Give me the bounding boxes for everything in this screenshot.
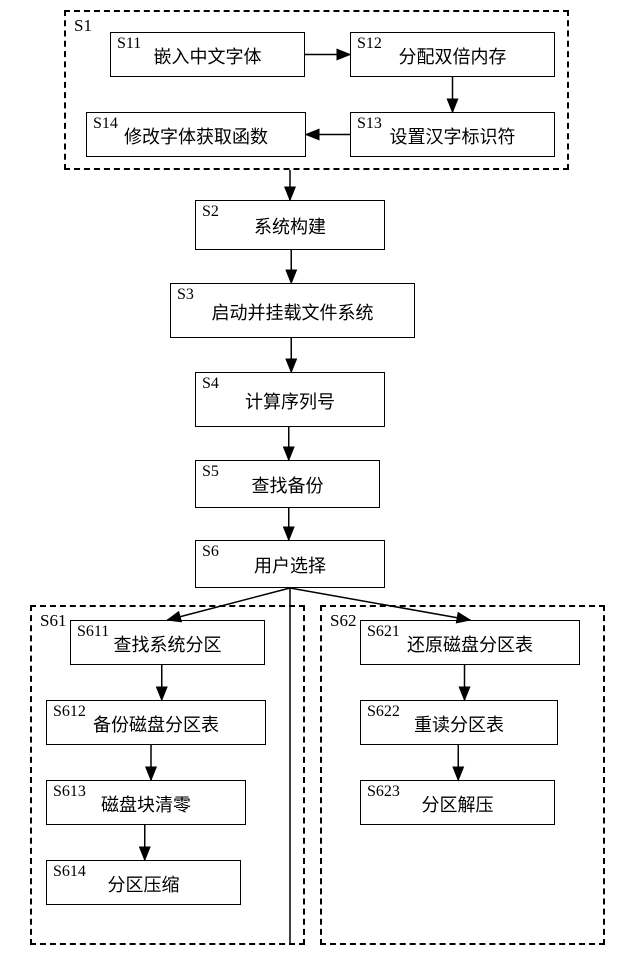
box-tag: S621: [367, 623, 400, 641]
box-tag: S14: [93, 115, 118, 133]
box-label: 重读分区表: [414, 709, 504, 737]
box-tag: S13: [357, 115, 382, 133]
group-tag-s1: S1: [74, 16, 92, 36]
box-s613: S613 磁盘块清零: [46, 780, 246, 825]
box-tag: S6: [202, 543, 219, 561]
box-label: 磁盘块清零: [101, 789, 191, 817]
box-tag: S614: [53, 863, 86, 881]
box-s621: S621 还原磁盘分区表: [360, 620, 580, 665]
box-label: 嵌入中文字体: [154, 41, 262, 69]
box-label: 还原磁盘分区表: [407, 629, 533, 657]
box-s12: S12 分配双倍内存: [350, 32, 555, 77]
box-label: 查找系统分区: [114, 629, 222, 657]
box-label: 备份磁盘分区表: [93, 709, 219, 737]
box-s4: S4 计算序列号: [195, 372, 385, 427]
box-s622: S622 重读分区表: [360, 700, 558, 745]
box-s614: S614 分区压缩: [46, 860, 241, 905]
box-s5: S5 查找备份: [195, 460, 380, 508]
box-label: 用户选择: [254, 550, 326, 578]
box-s623: S623 分区解压: [360, 780, 555, 825]
box-s6: S6 用户选择: [195, 540, 385, 588]
box-tag: S622: [367, 703, 400, 721]
box-tag: S623: [367, 783, 400, 801]
box-s2: S2 系统构建: [195, 200, 385, 250]
box-s611: S611 查找系统分区: [70, 620, 265, 665]
box-tag: S5: [202, 463, 219, 481]
box-label: 分配双倍内存: [399, 41, 507, 69]
box-label: 计算序列号: [245, 386, 335, 414]
box-label: 分区解压: [422, 789, 494, 817]
box-tag: S4: [202, 375, 219, 393]
box-tag: S2: [202, 203, 219, 221]
box-tag: S3: [177, 286, 194, 304]
box-tag: S12: [357, 35, 382, 53]
box-label: 系统构建: [254, 211, 326, 239]
box-s612: S612 备份磁盘分区表: [46, 700, 266, 745]
box-s13: S13 设置汉字标识符: [350, 112, 555, 157]
box-tag: S612: [53, 703, 86, 721]
box-label: 分区压缩: [108, 869, 180, 897]
box-label: 修改字体获取函数: [124, 121, 268, 149]
box-label: 启动并挂载文件系统: [212, 297, 374, 325]
box-label: 查找备份: [252, 470, 324, 498]
box-tag: S11: [117, 35, 141, 53]
box-s11: S11 嵌入中文字体: [110, 32, 305, 77]
box-tag: S613: [53, 783, 86, 801]
group-tag-s62: S62: [330, 611, 356, 631]
box-s3: S3 启动并挂载文件系统: [170, 283, 415, 338]
box-label: 设置汉字标识符: [390, 121, 516, 149]
box-tag: S611: [77, 623, 109, 641]
box-s14: S14 修改字体获取函数: [86, 112, 306, 157]
group-tag-s61: S61: [40, 611, 66, 631]
